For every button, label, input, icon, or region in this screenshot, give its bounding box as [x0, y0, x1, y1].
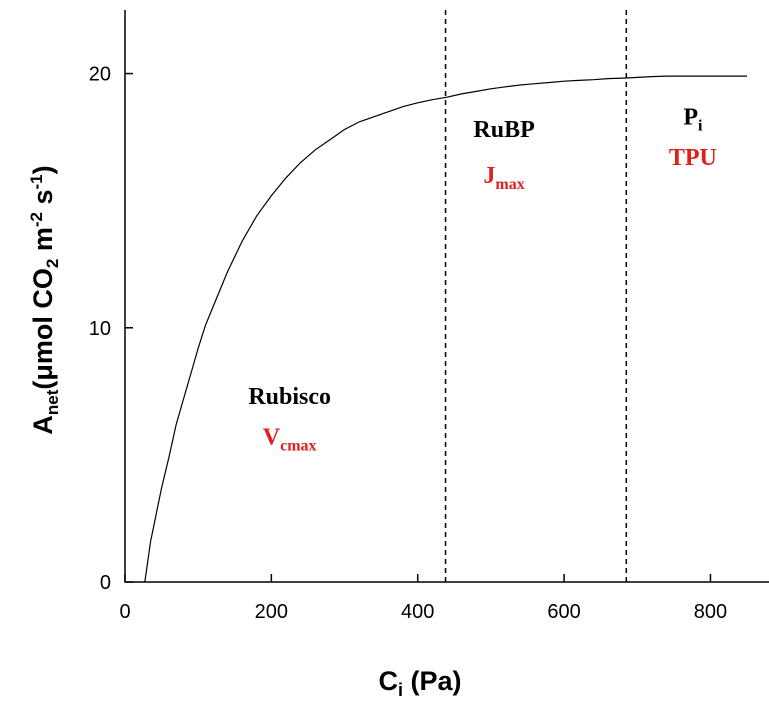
y-axis-title-sub: net	[43, 389, 62, 415]
x-tick-label: 0	[119, 601, 130, 623]
region-label: Vcmax	[263, 425, 317, 455]
x-axis-title-rest: (Pa)	[403, 666, 462, 696]
y-axis-title-exp2: -1	[27, 174, 46, 189]
region-label: RuBP	[473, 117, 534, 143]
y-axis-title: Anet(μmol CO2 m-2 s-1)	[27, 165, 62, 434]
series-line	[144, 75, 747, 583]
x-axis-ticks: 0 200 400 600 800	[119, 574, 727, 623]
y-axis-title-co2-sub: 2	[43, 259, 62, 268]
y-axis-title-rest2: m	[28, 227, 58, 259]
y-axis-title-rest3: s	[28, 189, 58, 212]
y-tick-label: 10	[89, 318, 111, 340]
y-axis-title-exp1: -2	[27, 212, 46, 227]
region-label: Rubisco	[248, 384, 331, 410]
x-axis-title-main: C	[378, 666, 398, 696]
x-axis-title-sub: i	[398, 680, 403, 700]
x-tick-label: 800	[694, 601, 727, 623]
x-tick-label: 200	[255, 601, 288, 623]
region-label: TPU	[669, 145, 717, 171]
y-axis-title-main: A	[28, 415, 58, 435]
region-divider-lines	[444, 10, 628, 582]
region-label: Pi	[683, 104, 703, 134]
x-tick-label: 400	[401, 601, 434, 623]
y-axis-ticks: 0 10 20	[89, 64, 133, 594]
region-label: Jmax	[483, 163, 524, 193]
x-axis-title: Ci (Pa)	[378, 666, 461, 700]
axis-frame	[124, 10, 769, 583]
y-axis-title-close: )	[28, 165, 58, 174]
plot-area	[124, 10, 769, 583]
y-axis-title-rest: (μmol CO	[28, 268, 58, 390]
y-tick-label: 0	[100, 572, 111, 594]
x-tick-label: 600	[547, 601, 580, 623]
y-tick-label: 20	[89, 64, 111, 86]
region-annotations: Rubisco Vcmax RuBP Jmax Pi TPU	[248, 104, 717, 454]
